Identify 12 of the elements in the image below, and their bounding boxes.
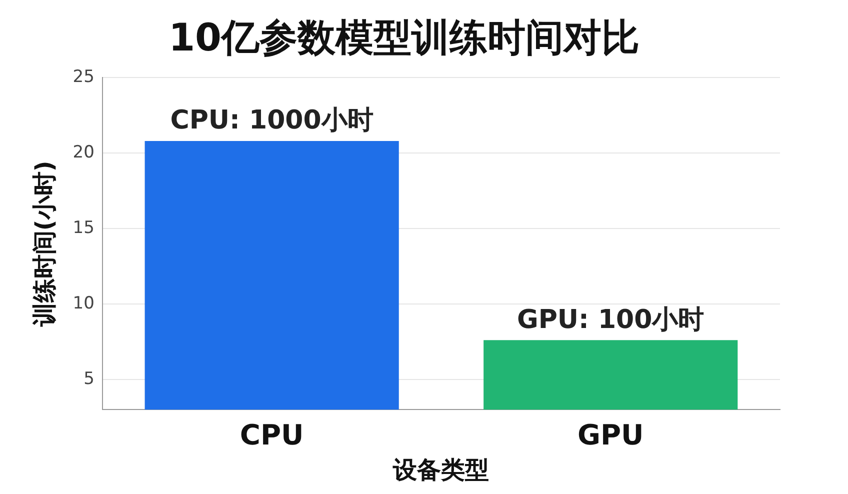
y-tick-label: 15 [72, 218, 94, 238]
chart-title: 10亿参数模型训练时间对比 [168, 16, 640, 60]
x-tick-label: GPU [577, 418, 644, 452]
annotation: GPU: 100小时 [516, 304, 704, 335]
y-tick-label: 20 [72, 142, 94, 162]
y-tick-label: 10 [72, 293, 94, 314]
annotation: CPU: 1000小时 [170, 106, 374, 136]
x-tick-label: CPU [240, 418, 304, 452]
y-tick-label: 25 [72, 67, 94, 88]
y-axis-title: 训练时间(小时) [30, 160, 59, 328]
y-tick-label: 5 [84, 368, 94, 389]
x-axis-title: 设备类型 [392, 456, 490, 484]
